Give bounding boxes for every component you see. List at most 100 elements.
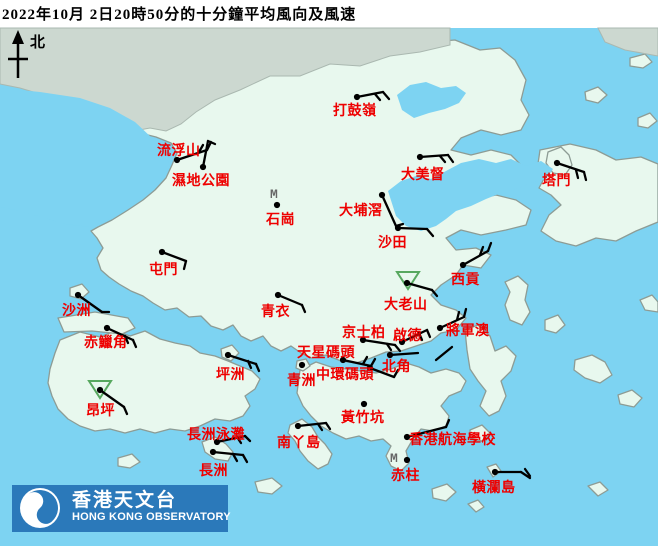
wind-barb [235,435,243,445]
station-tates-cairn: 大老山 [384,271,439,312]
station-cheung-chau-beach: 長洲泳灘 [187,426,252,446]
island-town-island [573,354,613,384]
station-dot [274,291,282,299]
inlet-starling [397,82,466,118]
station-dot [158,248,166,256]
station-label: 大埔滘 [339,202,383,218]
wind-barb [211,450,245,457]
wind-barb [523,467,532,478]
wind-barb [462,307,468,319]
bay-deep-bay [0,88,170,227]
station-north-point: 北角 [382,345,454,374]
station-peng-chau: 坪洲 [216,351,261,382]
station-label: 黃竹坑 [340,409,385,425]
wind-barb [461,249,490,267]
wind-barb [206,139,217,146]
station-label: 大老山 [384,296,428,312]
station-label: 北角 [382,358,411,374]
wind-barb [455,310,461,322]
peninsula-clearwater-bay [464,324,517,417]
wind-barb [369,357,377,368]
logo-chinese-name: 香港天文台 [71,488,177,511]
station-dot [378,191,386,199]
station-label: 啟德 [393,327,422,343]
wind-barb [444,418,451,429]
station-sha-chau: 沙洲 [62,291,111,318]
station-tai-po-kau: 大埔滘 [339,191,405,228]
station-label: 沙洲 [62,302,91,318]
hill-station-triangle [395,271,421,291]
station-label: 濕地公園 [172,172,230,188]
page-title: 2022年10月 2日20時50分的十分鐘平均風向及風速 [2,7,357,23]
station-dot [366,364,374,372]
north-arrow: 北 [8,30,45,78]
station-dot [353,93,361,101]
basemap [0,27,658,546]
station-hk-sea-school: 香港航海學校 [403,418,496,447]
island-soko [117,453,141,469]
wind-barb [300,303,307,314]
station-label: 赤柱 [391,467,420,483]
station-ta-kwu-ling: 打鼓嶺 [333,90,391,118]
island-basalt [617,389,643,408]
station-stanley: M赤柱 [390,451,420,483]
wind-barb [341,358,373,368]
station-waglan-island: 橫瀾島 [472,467,532,495]
station-dot [339,356,347,364]
wind-barb [316,422,324,432]
station-wetland-park: 濕地公園 [172,139,230,188]
island-tung-lung [469,424,491,442]
wind-barb [446,153,455,164]
station-label: 長洲泳灘 [187,426,245,442]
island-ninepin [639,294,658,313]
wind-barb [393,343,402,353]
island-south-2 [587,481,609,497]
wind-barb [368,366,396,379]
wind-barb [76,293,104,314]
logo-emblem-swirl [28,490,58,524]
north-label: 北 [30,34,45,51]
wind-barb [123,334,130,345]
island-lamma [287,418,333,470]
wind-barb [388,351,420,357]
island-port-shelter [544,314,566,334]
wind-barb [215,434,247,444]
station-central-pier: 中環碼頭 [316,364,400,382]
wind-barb [425,328,432,339]
north-arrow-head [12,30,24,44]
wind-barb [381,90,391,101]
wind-barb [417,331,424,342]
station-kings-park: 京士柏 [342,324,402,353]
station-dot [553,159,561,167]
station-dot [359,336,367,344]
wind-barb [160,250,188,263]
wind-barb [555,161,586,174]
station-dot [74,291,82,299]
station-dot [398,338,406,346]
wind-barb [396,226,429,231]
wind-barb [405,281,434,292]
wind-barb [226,353,258,366]
wind-barb [355,90,385,99]
station-tsing-yi: 青衣 [261,291,307,319]
wind-barb [201,139,210,169]
wind-barb [425,227,435,238]
station-tseung-kwan-o: 將軍澳 [436,307,489,338]
island-po-toi [431,483,457,502]
station-label: 長洲 [199,462,228,478]
wind-barb [182,259,188,271]
wind-barb [582,170,588,182]
station-dot [298,361,306,369]
wind-barb [231,452,239,463]
station-dot [209,448,217,456]
station-dot [173,156,181,164]
hill-station-triangle [87,380,113,400]
station-label: 香港航海學校 [408,431,496,447]
station-lamma-island: 南丫島 [277,421,332,450]
wind-barb [324,421,332,431]
station-label: 青洲 [287,372,316,388]
station-label: 西貢 [451,271,480,287]
station-ngong-ping: 昂坪 [86,380,129,418]
station-label: 昂坪 [86,402,115,418]
